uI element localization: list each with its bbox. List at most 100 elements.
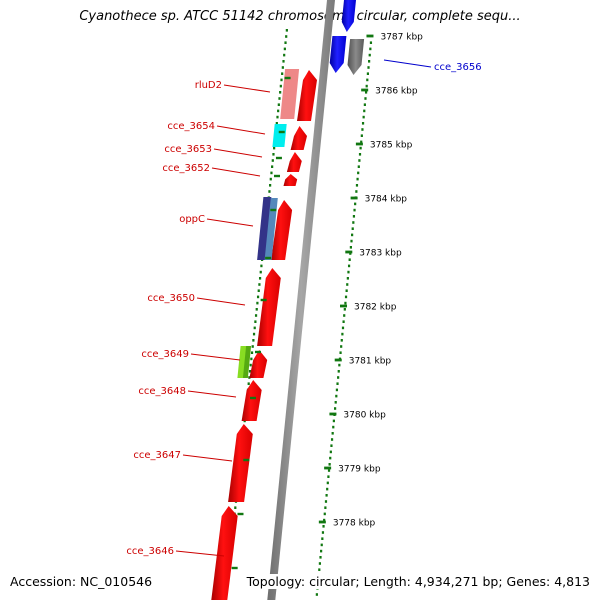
ruler-tick — [324, 466, 332, 470]
outer-track-dot — [320, 543, 323, 547]
inner-tick — [254, 350, 261, 354]
ruler-tick — [340, 304, 348, 308]
leader-line-rlud2 — [223, 84, 271, 93]
outer-track-dot — [339, 351, 342, 354]
gene-inner-red-7 — [249, 350, 268, 378]
inner-track-dot — [256, 295, 260, 299]
inner-track-dot — [270, 171, 273, 175]
outer-track-dot — [343, 308, 346, 311]
inner-track-dot — [280, 78, 283, 82]
inner-tick — [231, 566, 238, 570]
inner-track-dot — [251, 345, 254, 348]
outer-track-dot — [351, 233, 354, 237]
outer-track-dot — [318, 562, 322, 565]
outer-track-dot — [367, 66, 370, 69]
outer-track-dot — [328, 463, 331, 466]
outer-track-dot — [327, 469, 331, 472]
leader-line-cce-3654 — [216, 125, 266, 135]
leader-line-cce-3646 — [175, 550, 225, 557]
outer-track-dot — [344, 295, 348, 299]
inner-track-dot — [279, 91, 282, 94]
outer-track-dot — [355, 184, 359, 187]
inner-track-dot — [253, 326, 256, 330]
gene-inner-red-10 — [211, 506, 238, 600]
outer-track-dot — [336, 382, 339, 385]
leader-line-cce-3653 — [213, 148, 263, 158]
outer-track-dot — [347, 270, 350, 274]
ruler-tick-label: 3783 kbp — [359, 249, 402, 259]
outer-track-dot — [326, 481, 329, 485]
outer-track-dot — [332, 425, 335, 429]
inner-track-dot — [269, 177, 272, 181]
outer-track-dot — [344, 301, 347, 305]
outer-track-dot — [322, 525, 325, 528]
gene-oppC-steel-block — [264, 198, 278, 260]
inner-track-dot — [284, 41, 287, 44]
inner-track-dot — [276, 115, 279, 119]
leader-line-cce-3656 — [383, 59, 432, 68]
outer-track-dot — [326, 487, 329, 491]
gene-inner-red-5 — [271, 200, 293, 260]
outer-track-dot — [345, 289, 348, 292]
leader-line-cce-3652 — [211, 167, 261, 177]
inner-tick — [273, 174, 280, 178]
inner-track-dot — [252, 332, 256, 336]
outer-track-dot — [335, 388, 339, 392]
outer-track-dot — [368, 53, 371, 57]
gene-inner-red-3 — [286, 152, 302, 172]
ruler-tick-label: 3787 kbp — [380, 33, 423, 43]
outer-track-dot — [321, 537, 324, 540]
inner-tick — [243, 458, 250, 462]
gene-oppC-navy-block — [257, 197, 272, 260]
ruler-tick-label: 3784 kbp — [365, 195, 408, 205]
outer-track-dot — [327, 475, 330, 478]
outer-track-dot — [351, 227, 354, 230]
map-title: Cyanothece sp. ATCC 51142 chromosome cir… — [79, 9, 521, 24]
outer-track-dot — [346, 283, 349, 286]
outer-track-dot — [366, 72, 370, 75]
outer-track-dot — [330, 438, 334, 441]
ruler-tick — [345, 250, 353, 254]
inner-track-dot — [254, 320, 257, 323]
outer-track-dot — [323, 518, 326, 522]
outer-track-dot — [332, 419, 335, 423]
inner-track-dot — [282, 60, 285, 63]
outer-track-dot — [320, 549, 323, 553]
ruler-tick — [329, 412, 337, 416]
gene-outer-grey — [347, 39, 365, 75]
ruler-tick-label: 3782 kbp — [354, 303, 397, 313]
outer-track-dot — [341, 332, 344, 336]
outer-track-dot — [341, 326, 345, 330]
inner-track-dot — [268, 190, 271, 193]
inner-track-dot — [234, 506, 237, 509]
outer-track-dot — [343, 314, 346, 317]
gene-cce3654-block — [272, 124, 287, 147]
gene-label-cce-3650: cce_3650 — [147, 293, 195, 304]
inner-tick — [278, 130, 285, 134]
outer-track-dot — [337, 370, 340, 373]
gene-inner-red-9 — [228, 424, 253, 502]
outer-track-dot — [365, 84, 368, 88]
outer-track-dot — [368, 60, 371, 63]
ruler-tick-label: 3781 kbp — [349, 357, 392, 367]
genome-summary-text: Topology: circular; Length: 4,934,271 bp… — [246, 574, 590, 589]
gene-label-oppc: oppC — [179, 214, 205, 225]
outer-track-dot — [355, 190, 358, 193]
inner-track-dot — [285, 35, 288, 38]
inner-tick — [270, 208, 277, 212]
outer-track-dot — [357, 171, 360, 175]
inner-track-dot — [271, 159, 274, 162]
outer-track-dot — [364, 97, 367, 100]
inner-track-dot — [248, 370, 252, 373]
outer-track-dot — [337, 376, 340, 379]
inner-track-dot — [256, 301, 259, 305]
outer-track-dot — [354, 202, 357, 206]
inner-track-dot — [250, 351, 254, 354]
ruler-tick — [361, 88, 369, 92]
outer-track-dot — [356, 177, 359, 181]
outer-track-dot — [361, 122, 365, 125]
outer-track-dot — [369, 41, 373, 44]
inner-track-dot — [254, 314, 258, 317]
gene-label-cce-3654: cce_3654 — [167, 121, 215, 132]
inner-track-dot — [277, 103, 280, 106]
